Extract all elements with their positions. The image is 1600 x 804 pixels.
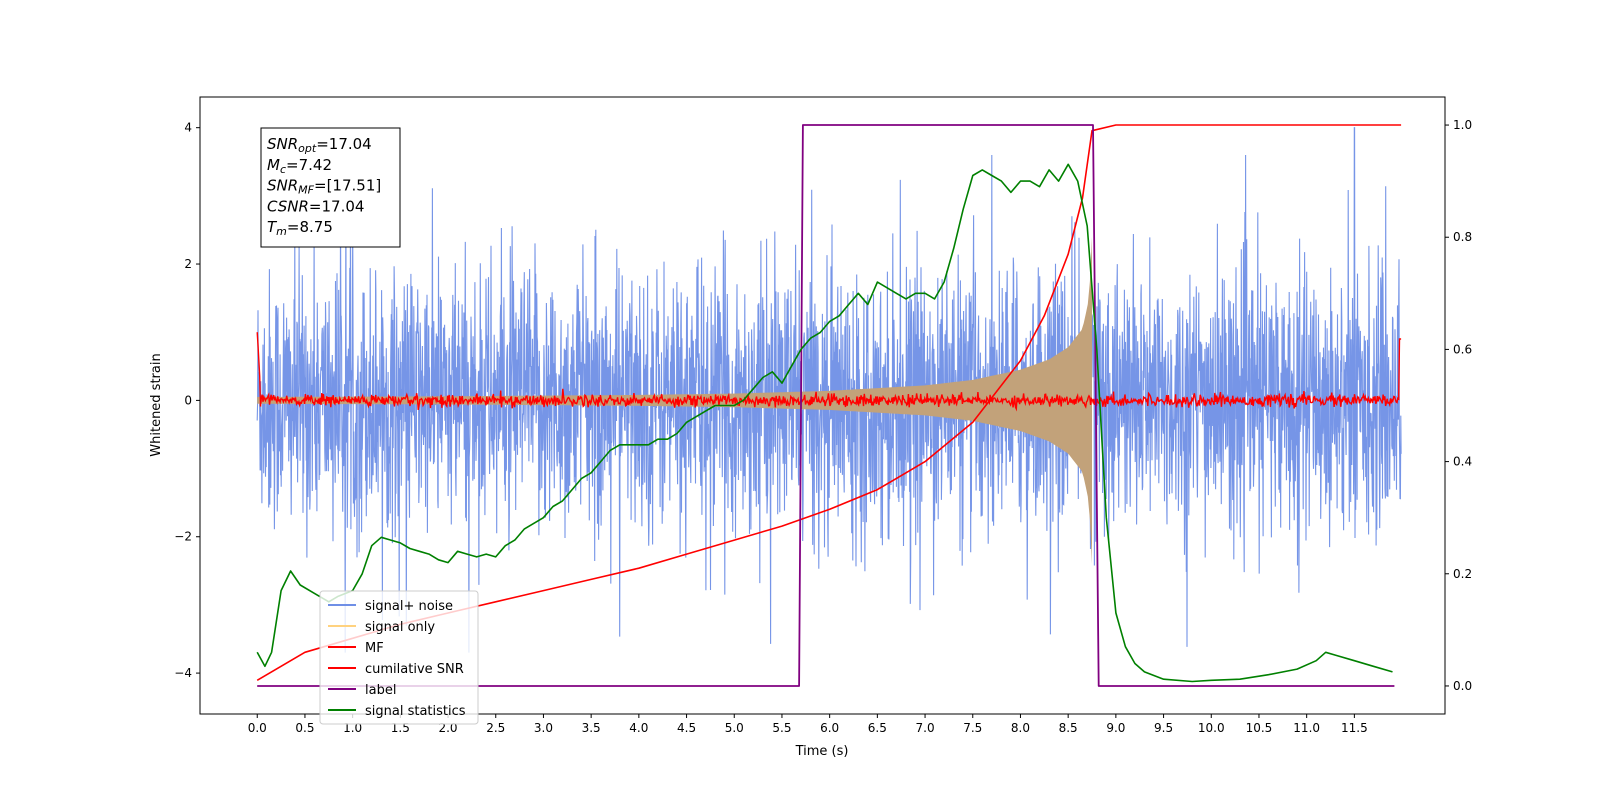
annotation-box: SNRopt=17.04Mc=7.42SNRMF=[17.51]CSNR=17.… xyxy=(260,127,401,248)
y-tick-label-left: −4 xyxy=(174,666,192,680)
series-mf-line xyxy=(256,332,1402,412)
series-signal-statistics-line xyxy=(256,163,1393,683)
y-tick-label-right: 0.8 xyxy=(1453,230,1472,244)
legend-entry: MF xyxy=(365,641,384,656)
x-axis: 0.0 0.5 1.0 1.5 2.0 2.5 3.0 3.5 4.0 4.5 5.0 5.5 6.0 6… xyxy=(248,714,1368,735)
x-tick-label: 10.5 xyxy=(1246,721,1273,735)
y-tick-label-left: 0 xyxy=(184,393,192,407)
annotation-frame xyxy=(260,127,401,248)
x-tick-label: 2.5 xyxy=(486,721,505,735)
legend-entry: signal+ noise xyxy=(365,599,453,614)
annotation-line: SNRMF=[17.51] xyxy=(267,177,381,197)
plot-frame xyxy=(199,96,1446,715)
y-tick-label-left: −2 xyxy=(174,530,192,544)
y-tick-label-right: 0.6 xyxy=(1453,342,1472,356)
x-tick-label: 5.5 xyxy=(772,721,791,735)
x-tick-label: 10.0 xyxy=(1198,721,1225,735)
x-tick-label: 3.0 xyxy=(534,721,553,735)
y-tick-label-left: 4 xyxy=(184,121,192,135)
x-tick-label: 3.5 xyxy=(582,721,601,735)
x-tick-label: 0.5 xyxy=(295,721,314,735)
y-tick-label-right: 0.4 xyxy=(1453,455,1472,469)
x-tick-label: 4.0 xyxy=(629,721,648,735)
legend-entry: signal statistics xyxy=(365,704,466,719)
y-tick-label-right: 0.2 xyxy=(1453,567,1472,581)
x-tick-label: 4.5 xyxy=(677,721,696,735)
x-tick-label: 11.0 xyxy=(1293,721,1320,735)
annotation-line: Tm=8.75 xyxy=(267,218,333,238)
y-tick-label-left: 2 xyxy=(184,257,192,271)
y-axis-left: −4 −2 0 2 4 xyxy=(174,121,200,680)
legend-entry: cumilative SNR xyxy=(365,662,464,677)
annotation-line: SNRopt=17.04 xyxy=(267,135,372,155)
x-tick-label: 9.0 xyxy=(1106,721,1125,735)
x-tick-label: 7.5 xyxy=(963,721,982,735)
x-tick-label: 8.0 xyxy=(1011,721,1030,735)
legend-entry: label xyxy=(365,683,396,698)
annotation-line: Mc=7.42 xyxy=(267,156,332,176)
y-axis-label-left: Whitened strain xyxy=(149,353,164,456)
y-tick-label-right: 1.0 xyxy=(1453,118,1472,132)
x-tick-label: 7.0 xyxy=(916,721,935,735)
legend-entry: signal only xyxy=(365,620,435,635)
x-tick-label: 9.5 xyxy=(1154,721,1173,735)
annotation-line: CSNR=17.04 xyxy=(267,197,364,215)
y-axis-right: 0.0 0.2 0.4 0.6 0.8 1.0 xyxy=(1445,118,1472,693)
x-axis-label: Time (s) xyxy=(795,744,849,759)
x-tick-label: 11.5 xyxy=(1341,721,1368,735)
y-tick-label-right: 0.0 xyxy=(1453,679,1472,693)
x-tick-label: 0.0 xyxy=(248,721,267,735)
x-tick-label: 5.0 xyxy=(725,721,744,735)
series-signal-noise-line xyxy=(256,127,1402,653)
series-signal-only-band xyxy=(257,236,1092,565)
series-label-line xyxy=(257,124,1395,687)
legend-frame xyxy=(319,590,479,725)
legend: signal+ noise signal only MF cumilative SNR… xyxy=(319,590,479,725)
x-tick-label: 6.0 xyxy=(820,721,839,735)
x-tick-label: 6.5 xyxy=(868,721,887,735)
x-tick-label: 8.5 xyxy=(1059,721,1078,735)
